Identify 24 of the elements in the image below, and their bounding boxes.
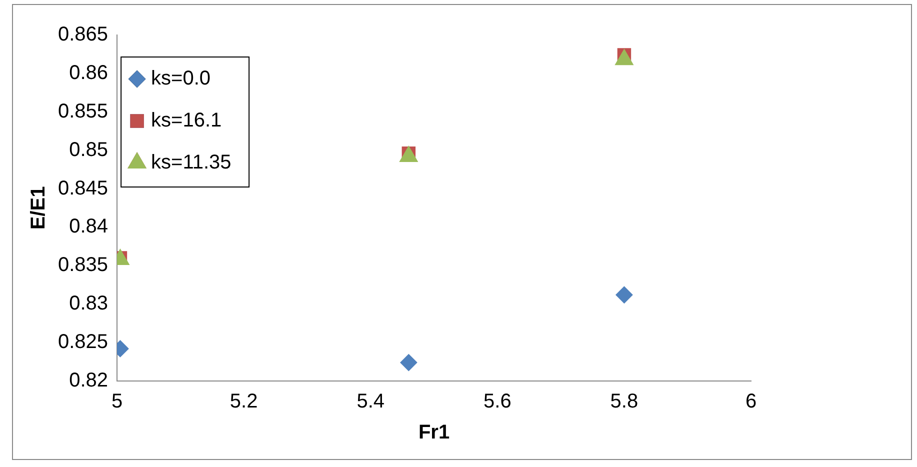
point <box>616 286 633 304</box>
legend-label: ks=16.1 <box>151 110 222 132</box>
x-tick-label: 5.8 <box>610 390 638 413</box>
point <box>400 354 418 372</box>
y-tick-label: 0.835 <box>58 254 108 276</box>
x-tick-label: 5.2 <box>230 390 258 413</box>
y-tick-label: 0.825 <box>58 331 108 354</box>
y-tick-label: 0.83 <box>69 292 108 315</box>
point <box>615 49 634 66</box>
y-tick-label: 0.85 <box>69 138 108 161</box>
y-axis-title: E/E1 <box>28 186 50 230</box>
y-tick-label: 0.845 <box>58 177 108 200</box>
y-tick-label: 0.855 <box>58 100 108 122</box>
x-tick-label: 5.4 <box>356 390 385 413</box>
x-axis-title: Fr1 <box>418 422 450 444</box>
x-tick-label: 5.6 <box>484 390 512 413</box>
y-tick-label: 0.86 <box>69 62 108 84</box>
x-tick-label: 6 <box>745 390 757 413</box>
y-tick-label: 0.865 <box>58 24 108 46</box>
y-tick-label: 0.84 <box>69 216 108 238</box>
x-tick-label: 5 <box>111 390 123 413</box>
legend-label: ks=0.0 <box>151 68 211 90</box>
legend-label: ks=11.35 <box>151 152 232 174</box>
y-tick-label: 0.82 <box>69 370 108 392</box>
